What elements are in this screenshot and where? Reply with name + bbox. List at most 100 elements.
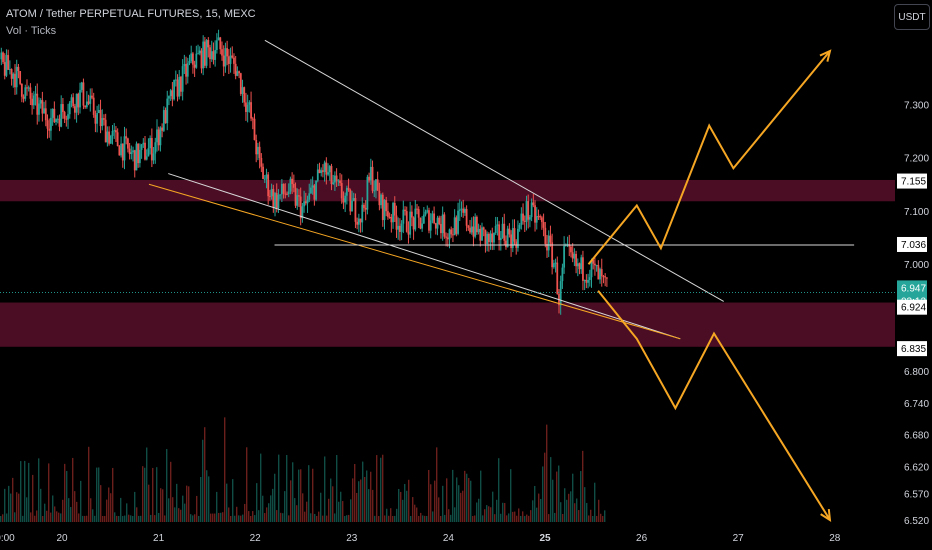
volume-bar (450, 514, 452, 522)
candle-body (180, 76, 182, 92)
currency-button[interactable]: USDT (894, 4, 930, 30)
candle-body (63, 112, 66, 119)
candle-body (221, 49, 223, 56)
volume-bar (180, 509, 182, 522)
volume-bar (124, 515, 126, 522)
volume-bar (266, 507, 268, 522)
volume-bar (208, 476, 210, 522)
candle-body (306, 199, 309, 204)
volume-bar (190, 514, 192, 522)
volume-bar (542, 466, 544, 522)
candle-body (376, 179, 379, 191)
candle-body (508, 228, 511, 235)
volume-bar (218, 512, 220, 522)
candle-body (477, 228, 480, 233)
candle-body (215, 40, 218, 50)
volume-bar (338, 501, 340, 522)
y-tick-label: 6.520 (904, 516, 929, 527)
volume-bar (598, 499, 600, 522)
candle-body (108, 131, 110, 144)
volume-bar (384, 515, 386, 522)
candle-body (73, 106, 76, 113)
volume-bar (176, 483, 178, 522)
candles (0, 29, 608, 315)
candle-body (387, 211, 389, 217)
volume-bar (174, 507, 176, 522)
volume-bar (138, 515, 140, 522)
volume-bar (264, 513, 266, 522)
candle-body (243, 87, 246, 103)
candle-body (571, 252, 574, 259)
candle-body (327, 172, 329, 175)
candle-body (520, 213, 523, 225)
candle-body (416, 208, 418, 210)
candle-body (275, 193, 278, 209)
candle-body (344, 195, 347, 203)
candle-body (2, 52, 4, 63)
candle-body (313, 185, 316, 200)
volume-bar (2, 514, 4, 522)
volume-bar (210, 513, 212, 522)
candle-body (53, 108, 56, 123)
price-tag (897, 173, 927, 189)
candle-body (101, 118, 104, 127)
candle-body (404, 209, 406, 212)
volume-bar (582, 450, 584, 522)
volume-bar (366, 470, 368, 522)
candle-body (551, 242, 554, 268)
candle-body (10, 69, 13, 79)
candle-body (395, 215, 398, 230)
volume-bar (340, 491, 342, 522)
volume-bar (126, 503, 128, 522)
candle-body (80, 82, 83, 90)
volume-bar (316, 516, 318, 522)
candle-body (470, 226, 473, 233)
candle-body (525, 201, 528, 222)
candle-body (335, 175, 338, 181)
volume-bar (306, 501, 308, 522)
y-tick-label: 7.100 (904, 207, 929, 218)
candle-body (56, 118, 59, 120)
candle-body (96, 113, 99, 124)
candle-body (205, 40, 208, 66)
orange-trendline (148, 183, 681, 340)
volume-bar (68, 498, 70, 522)
volume-bar (268, 503, 270, 522)
volume-bar (350, 499, 352, 522)
candle-body (231, 55, 234, 58)
arrowhead-icon (819, 49, 832, 62)
volume-bar (402, 499, 404, 522)
candle-body (351, 200, 353, 212)
candle-body (15, 66, 18, 88)
candle-body (279, 194, 282, 196)
x-tick-label: 0:00 (0, 533, 15, 544)
candle-body (282, 183, 285, 194)
volume-bar (562, 513, 564, 522)
volume-bar (560, 502, 562, 522)
volume-bar (464, 470, 466, 522)
candle-body (487, 233, 490, 243)
candle-body (484, 229, 487, 245)
candle-body (197, 53, 199, 55)
volume-bar (114, 512, 116, 522)
volume-bar (344, 515, 346, 522)
candle-body (369, 166, 372, 181)
volume-bar (504, 502, 506, 522)
candle-body (592, 260, 595, 264)
volume-bar (596, 515, 598, 522)
candle-body (554, 262, 557, 264)
price-tag-label: 6.947 (901, 283, 926, 294)
candle-body (34, 93, 37, 96)
volume-bar (166, 449, 168, 522)
price-tag (897, 341, 927, 357)
volume-bar (10, 493, 12, 522)
volume-bar (26, 497, 28, 522)
volume-bar (498, 458, 500, 522)
volume-bar (222, 512, 224, 522)
candle-body (578, 263, 581, 270)
candle-body (262, 166, 264, 179)
volume-bar (244, 503, 246, 522)
candle-body (440, 224, 442, 234)
candle-body (178, 76, 181, 97)
